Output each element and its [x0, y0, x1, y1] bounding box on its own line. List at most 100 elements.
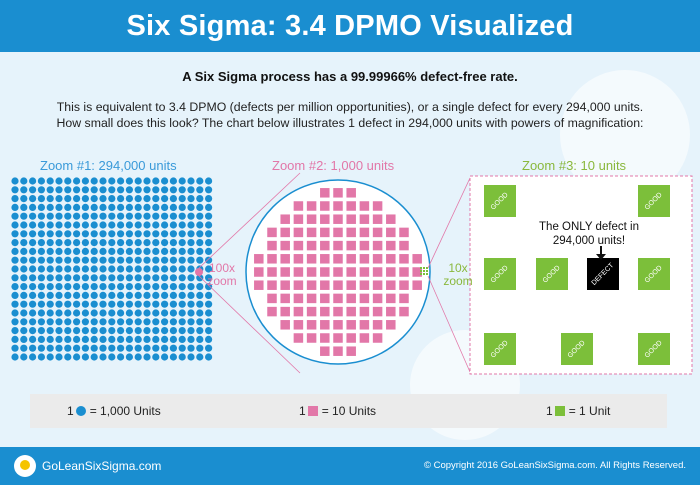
- copyright-text: © Copyright 2016 GoLeanSixSigma.com. All…: [423, 460, 686, 471]
- ten-unit-square: [346, 333, 356, 343]
- unit-dot: [81, 335, 89, 343]
- unit-dot: [143, 335, 151, 343]
- unit-dot: [187, 353, 195, 361]
- legend-item-dot: 1 = 1,000 Units: [67, 404, 161, 418]
- ten-unit-square: [267, 280, 277, 290]
- unit-dot: [196, 309, 204, 317]
- unit-dot: [37, 195, 46, 203]
- unit-dot: [117, 186, 125, 194]
- unit-dot: [99, 291, 107, 299]
- unit-dot: [20, 327, 28, 335]
- unit-dot: [196, 353, 204, 361]
- unit-dot: [46, 283, 54, 291]
- unit-dot: [11, 186, 19, 194]
- unit-dot: [90, 186, 98, 194]
- ten-unit-square: [306, 280, 317, 290]
- unit-dot: [73, 177, 81, 185]
- unit-dot: [11, 300, 19, 308]
- unit-dot: [187, 247, 195, 255]
- unit-dot: [46, 212, 54, 220]
- unit-dot: [205, 195, 213, 203]
- unit-dot: [28, 221, 37, 229]
- unit-dot: [117, 274, 125, 282]
- unit-dot: [187, 327, 195, 335]
- unit-dot: [134, 212, 142, 220]
- unit-dot: [99, 265, 107, 273]
- unit-dot: [161, 318, 169, 326]
- unit-dot: [169, 195, 177, 203]
- unit-dot: [161, 212, 169, 220]
- unit-dot: [205, 318, 213, 326]
- unit-dot: [64, 344, 72, 352]
- unit-dot: [125, 265, 133, 273]
- ten-unit-square: [386, 214, 396, 224]
- unit-dot: [46, 353, 54, 361]
- ten-unit-square: [372, 280, 383, 290]
- unit-dot: [205, 353, 213, 361]
- unit-dot: [81, 265, 89, 273]
- unit-dot: [37, 186, 46, 194]
- ten-unit-square: [359, 267, 370, 277]
- unit-dot: [205, 221, 213, 229]
- ten-unit-square: [372, 227, 383, 238]
- ten-unit-square: [280, 293, 290, 304]
- unit-dot: [28, 186, 37, 194]
- ten-unit-square: [346, 267, 356, 277]
- unit-dot: [143, 291, 151, 299]
- unit-dot: [196, 300, 204, 308]
- ten-unit-square: [333, 254, 343, 264]
- unit-dot: [81, 283, 89, 291]
- unit-dot: [28, 195, 37, 203]
- defect-unit: DEFECT: [587, 258, 619, 290]
- unit-dot: [161, 230, 169, 238]
- unit-dot: [11, 247, 19, 255]
- unit-dot: [161, 247, 169, 255]
- unit-dot: [20, 335, 28, 343]
- brand-logo[interactable]: GoLeanSixSigma.com: [14, 455, 161, 477]
- intro-description: This is equivalent to 3.4 DPMO (defects …: [10, 99, 690, 131]
- ten-unit-square: [359, 306, 370, 317]
- unit-dot: [99, 300, 107, 308]
- unit-dot: [196, 318, 204, 326]
- unit-dot: [81, 256, 89, 264]
- unit-dot: [169, 309, 177, 317]
- ten-unit-square: [333, 188, 343, 198]
- defect-callout: The ONLY defect in 294,000 units!: [539, 221, 639, 247]
- ten-unit-square: [333, 346, 343, 356]
- zoom2-label: Zoom #2: 1,000 units: [272, 158, 395, 173]
- unit-dot: [143, 230, 151, 238]
- unit-dot: [187, 195, 195, 203]
- unit-dot: [90, 230, 98, 238]
- unit-dot: [64, 274, 72, 282]
- unit-dot: [161, 344, 169, 352]
- unit-dot: [46, 221, 54, 229]
- intro-headline: A Six Sigma process has a 99.99966% defe…: [182, 69, 518, 84]
- unit-dot: [28, 212, 37, 220]
- unit-dot: [134, 186, 142, 194]
- unit-dot: [46, 239, 54, 247]
- unit-dot: [161, 353, 169, 361]
- unit-dot: [178, 335, 186, 343]
- unit-dot: [99, 230, 107, 238]
- unit-dot: [73, 353, 81, 361]
- unit-dot: [108, 291, 116, 299]
- unit-dot: [90, 203, 98, 211]
- ten-unit-square: [254, 280, 264, 290]
- unit-dot: [205, 212, 213, 220]
- unit-dot: [152, 186, 160, 194]
- unit-dot: [81, 309, 89, 317]
- unit-dot: [20, 353, 28, 361]
- unit-dot: [178, 265, 186, 273]
- ten-unit-square: [372, 240, 383, 251]
- unit-dot: [178, 203, 186, 211]
- unit-dot: [169, 239, 177, 247]
- ten-unit-square: [372, 267, 383, 277]
- unit-dot: [11, 221, 19, 229]
- unit-dot: [187, 212, 195, 220]
- unit-dot: [20, 274, 28, 282]
- ten-unit-square: [293, 254, 304, 264]
- legend-item-green: 1 = 1 Unit: [546, 404, 610, 418]
- unit-dot: [108, 203, 116, 211]
- unit-dot: [196, 186, 204, 194]
- unit-dot: [108, 283, 116, 291]
